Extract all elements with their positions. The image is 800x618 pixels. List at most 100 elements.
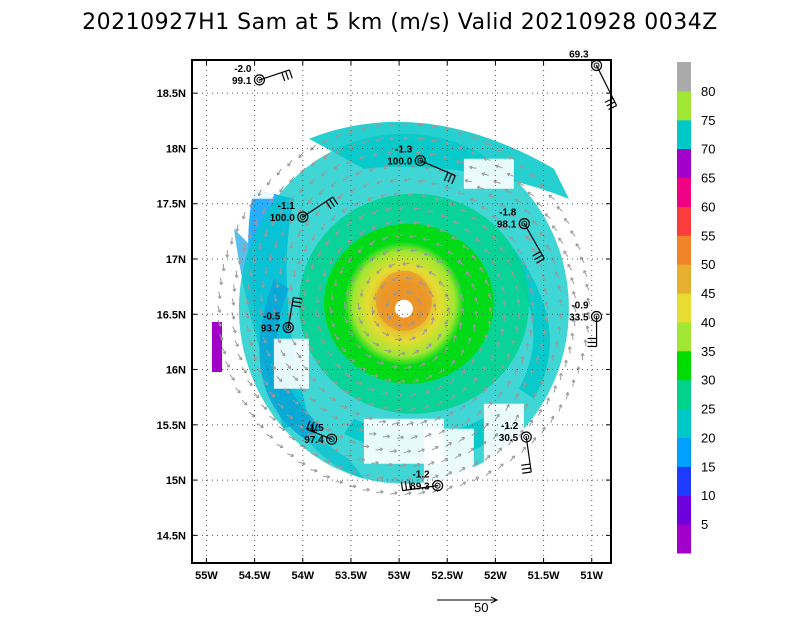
colorbar-swatch [677,408,691,438]
colorbar-label: 55 [701,228,715,243]
weak-fragment [212,322,222,372]
wind-barb [596,65,618,106]
colorbar-label: 30 [701,373,715,388]
colorbar-label: 15 [701,459,715,474]
colorbar-swatch [677,206,691,236]
colorbar-label: 60 [701,199,715,214]
station-value-top: -0.9 [571,300,589,311]
station-value-top: -1.2 [501,421,519,432]
wind-barb [287,297,294,328]
colorbar-swatch [677,148,691,178]
nodata-gap-1 [483,403,524,464]
colorbar-swatch [677,177,691,207]
colorbar-swatch [677,437,691,467]
scale-arrow-label: 50 [474,600,489,615]
wind-field [212,121,591,496]
lon-tick-label: 51W [580,570,603,582]
colorbar-swatch [677,293,691,323]
nodata-gap-5 [233,158,274,199]
station-marker: -0.593.7 [261,296,303,335]
station-value-bottom: 89.3 [410,482,430,493]
lon-tick-label: 52W [484,570,507,582]
colorbar-label: 65 [701,171,715,186]
colorbar-swatch [677,321,691,352]
colorbar-label: 50 [701,257,715,272]
station-marker: -1.289.3 [400,470,444,493]
colorbar-swatch [677,264,691,294]
station-value-top: -1.2 [412,470,430,481]
lat-tick-label: 17N [166,254,186,266]
colorbar-swatch [677,495,691,525]
nodata-gap-4 [423,428,474,484]
colorbar-swatch [677,90,691,121]
colorbar: 5 10 15 20 25 30 35 40 45 50 55 60 65 70 75 80 [677,62,715,554]
plot-frame [191,59,612,564]
colorbar-swatch [677,524,691,554]
lon-tick-label: 52.5W [431,570,463,582]
station-value-bottom: 98.1 [497,220,517,231]
station-value-bottom: 97.4 [304,435,324,446]
colorbar-swatch [677,350,691,381]
colorbar-label: 25 [701,402,715,417]
wind-barb [302,196,334,218]
lat-tick-label: 18.5N [157,88,186,100]
station-value-bottom: 93.7 [261,324,281,335]
colorbar-swatch [677,466,691,496]
colorbar-label: 80 [701,84,715,99]
station-marker: -1.230.5 [499,421,532,474]
station-value-top: -1.8 [499,208,517,219]
longitude-labels: 55W 54.5W 54W 53.5W 53W 52.5W 52W 51.5W 51W [195,570,604,582]
station-value-top: -1.5 [306,423,324,434]
station-value-bottom: 33.5 [569,312,589,323]
colorbar-label: 35 [701,344,715,359]
colorbar-swatch [677,119,691,150]
colorbar-label: 75 [701,113,715,128]
nodata-gap-3 [463,158,514,189]
lat-tick-label: 15N [166,475,186,487]
map-title: 20210927H1 Sam at 5 km (m/s) Valid 20210… [82,10,718,35]
station-value-bottom: 100.0 [270,213,295,224]
colorbar-label: 45 [701,286,715,301]
station-value-top: -0.5 [263,312,281,323]
lat-tick-label: 16N [166,365,186,377]
station-value-bottom: 30.5 [499,433,519,444]
lat-tick-label: 17.5N [157,199,186,211]
lon-tick-label: 54W [291,570,314,582]
station-marker: -2.099.1 [232,64,293,87]
colorbar-label: 70 [701,142,715,157]
wind-vectors [217,122,591,496]
station-marker: 69.3 [569,50,618,111]
station-value-bottom: 99.1 [232,76,252,87]
colorbar-label: 40 [701,315,715,330]
latitude-labels: 18.5N 18N 17.5N 17N 16.5N 16N 15.5N 15N 14.5N [157,88,186,542]
lon-tick-label: 53.5W [335,570,367,582]
station-marker: -1.597.4 [304,420,338,446]
wind-barb [523,223,545,259]
wind-barb [402,485,438,492]
station-value-top: -1.3 [395,145,413,156]
lat-tick-label: 14.5N [157,530,186,542]
lon-tick-label: 55W [195,570,218,582]
station-value-top: 69.3 [569,50,589,61]
lat-tick-label: 15.5N [157,420,186,432]
colorbar-label: 20 [701,431,715,446]
lon-tick-label: 51.5W [528,570,560,582]
wind-barb [525,436,532,473]
eye [394,299,413,318]
colorbar-label: 10 [701,488,715,503]
station-value-top: -2.0 [234,64,252,75]
lon-tick-label: 53W [388,570,411,582]
lat-tick-label: 18N [166,143,186,155]
station-value-top: -1.1 [278,201,296,212]
nodata-gap-2 [273,338,309,389]
colorbar-label: 5 [701,517,708,532]
colorbar-swatch [677,62,691,92]
lon-tick-label: 54.5W [239,570,271,582]
station-value-bottom: 100.0 [387,157,412,168]
scale-arrow [437,596,499,604]
wind-barb [259,69,290,81]
